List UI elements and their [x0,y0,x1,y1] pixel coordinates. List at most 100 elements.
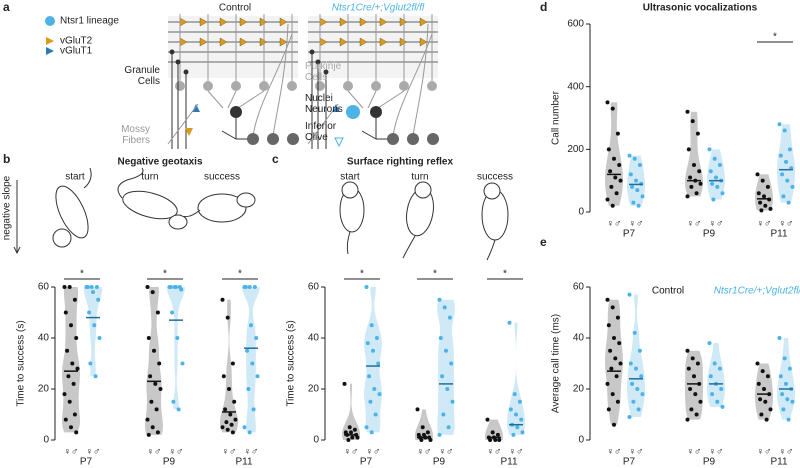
legend-icon [46,37,54,45]
data-point [75,366,80,371]
group-label: ♀♂ [607,219,622,230]
data-point [146,432,151,437]
legend-text: Ntsr1 lineage [60,16,119,27]
data-point [67,399,72,404]
data-point [605,297,610,302]
y-axis-label: Time to success (s) [286,320,297,406]
data-point [446,425,451,430]
label-line: Cells [305,72,327,83]
data-point [251,407,256,412]
y-tick-label: 20 [38,384,50,395]
data-point [759,412,764,417]
data-point [717,163,722,167]
data-point [756,381,761,386]
x-tick-label: P11 [235,457,252,468]
legend-text: Control [652,286,684,297]
data-point [232,399,237,404]
group-label: ♀♂ [779,219,794,230]
y-tick-label: 60 [308,282,320,293]
data-point [420,425,425,430]
data-point [254,336,259,340]
stage-label: turn [141,172,158,183]
data-point [778,153,783,158]
x-tick-label: P11 [770,457,787,468]
group-label: ♀♂ [222,447,237,458]
data-point [91,290,95,295]
data-point [711,197,716,202]
data-point [437,297,442,302]
data-point [617,341,622,346]
data-point [764,417,769,422]
data-point [712,156,717,161]
violin [84,287,102,377]
y-axis-label: Call number [551,90,562,145]
data-point [371,348,375,353]
data-point [97,336,102,340]
data-point [152,348,156,353]
data-point [227,387,231,391]
data-point [708,169,713,174]
data-point [229,422,234,427]
panel-label: b [3,152,10,166]
data-point [437,432,442,437]
data-point [74,430,79,435]
group-label: ♀♂ [779,447,794,458]
data-point [790,184,795,189]
y-tick-label: 40 [38,333,50,344]
label-line: Mossy [121,124,150,135]
stage-label: turn [411,172,428,183]
data-point [364,425,369,430]
data-point [514,412,518,417]
data-point [637,163,642,167]
panel-label: a [3,0,10,14]
data-point [634,178,638,183]
x-tick-label: P7 [360,457,373,468]
violin [707,149,725,200]
label: Granule Cells [124,65,160,87]
data-point [92,323,97,328]
stage-label: start [340,172,360,183]
data-point [444,348,448,353]
mouse-sketch [481,182,509,261]
data-point [765,184,770,189]
data-point [781,194,786,199]
label-line: Granule [124,65,160,76]
data-point [763,203,768,208]
legend-text: vGluT1 [60,46,93,57]
data-point [67,285,72,289]
data-point [70,361,75,366]
data-point [176,407,181,412]
data-point [519,417,524,422]
data-point [777,336,782,340]
data-point [376,361,381,366]
data-point [778,374,783,379]
panel-label: c [272,152,279,166]
data-point [488,438,493,442]
data-point [609,366,614,371]
data-point [96,297,101,302]
data-point [89,285,94,289]
data-point [93,374,98,379]
data-point [760,369,765,374]
stage-label: success [204,172,240,183]
data-point [145,417,150,422]
chart-title: Surface righting reflex [347,157,454,168]
data-point [246,387,251,391]
y-tick-label: 0 [43,435,49,446]
violin [364,287,382,433]
mouse-sketch [179,192,256,223]
data-point [618,178,623,183]
violin [627,294,645,418]
lost-terminal [334,137,344,148]
group-label: ♀♂ [487,447,502,458]
data-point [88,361,93,366]
x-tick-label: P9 [163,457,176,468]
data-point [762,194,766,199]
slope-label: negative slope [2,175,13,240]
data-point [689,407,694,412]
data-point [249,323,253,328]
diagram-title: Control [219,3,251,14]
label-line: Inferior [305,121,337,132]
data-point [613,175,618,180]
data-point [442,305,447,310]
